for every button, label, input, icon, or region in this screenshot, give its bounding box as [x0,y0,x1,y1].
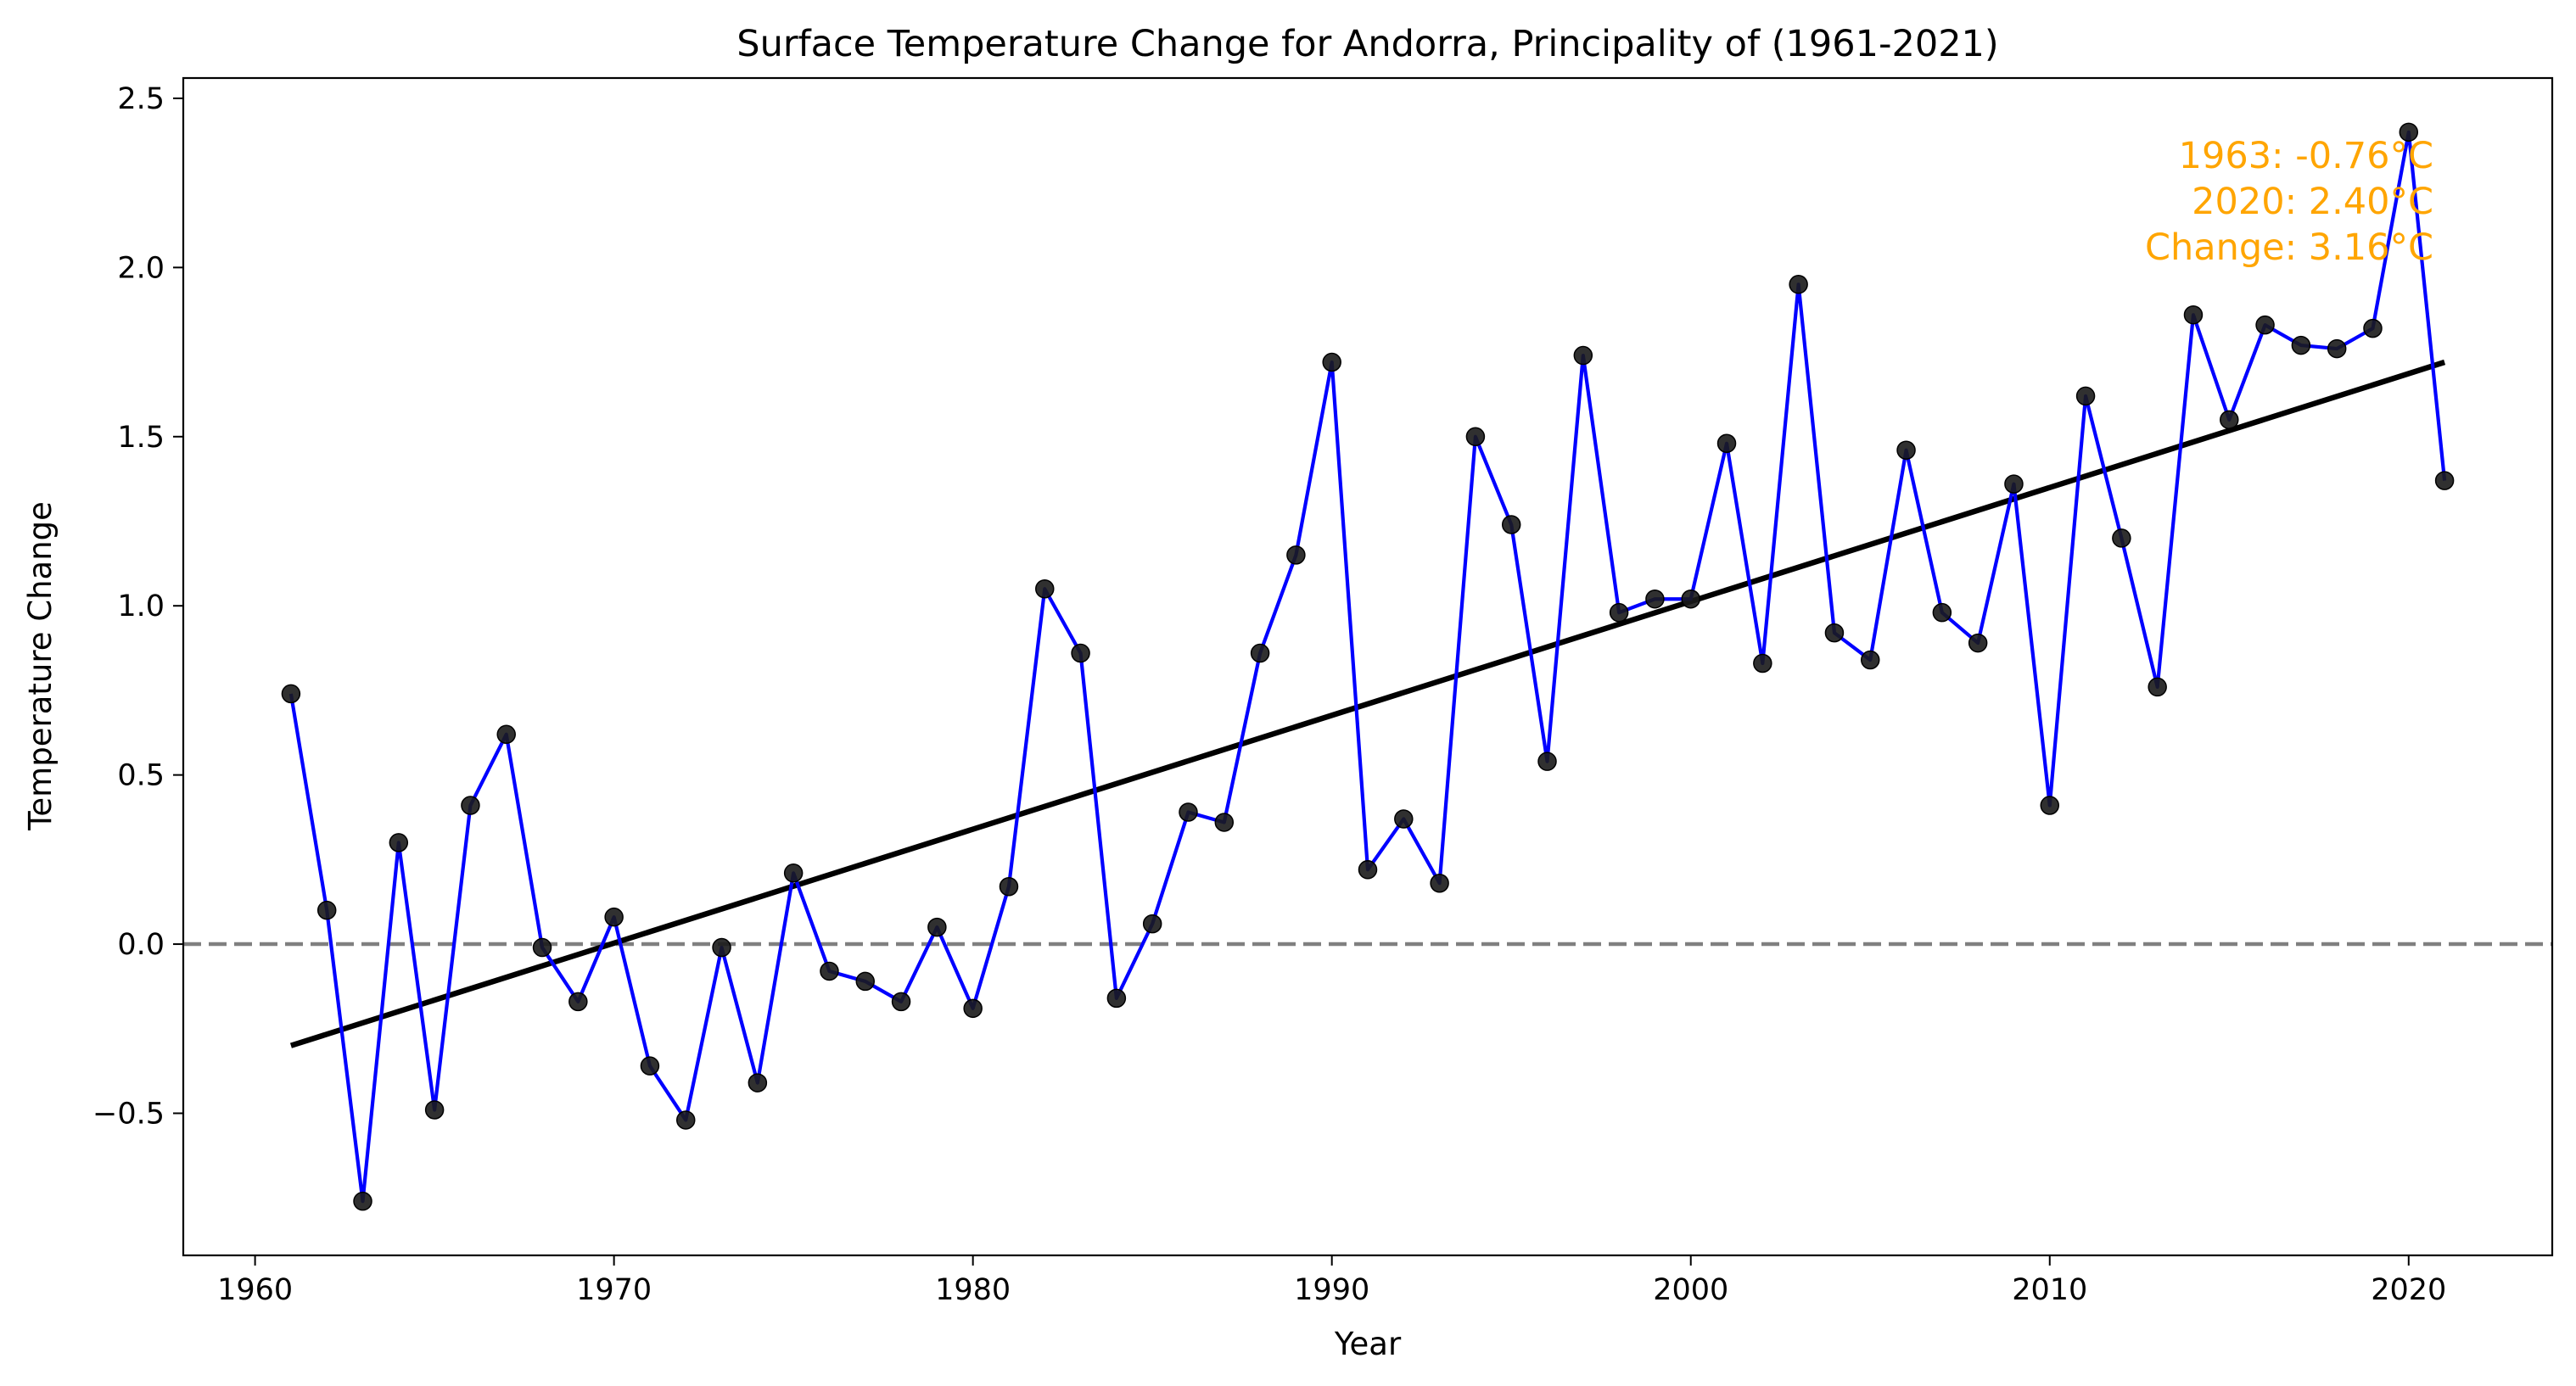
data-point [1071,643,1090,663]
data-point [2363,318,2383,338]
data-point [424,1100,445,1120]
data-point [1286,545,1306,565]
data-point [712,937,731,958]
data-point [1824,623,1845,643]
data-point [2434,471,2455,490]
data-point [1430,874,1449,893]
data-point [1681,589,1700,609]
data-point [1214,813,1235,832]
data-point [1753,653,1772,673]
data-point [568,992,588,1012]
data-point [532,937,552,958]
data-point [891,992,911,1012]
data-point [1465,427,1486,447]
data-point [2040,796,2060,815]
data-point [963,998,983,1019]
annotation-line: 1963: -0.76°C [2179,135,2433,177]
y-tick-label: 1.0 [117,590,165,623]
x-tick-label: 1970 [576,1273,652,1307]
y-tick-label: 2.0 [117,251,165,285]
data-point [2220,410,2239,430]
data-point [1573,345,1593,366]
plot-area [183,122,2552,1211]
data-point [1035,579,1055,599]
data-point [1968,633,1988,653]
data-point [1609,602,1629,623]
y-axis: −0.5 0.0 0.5 1.0 1.5 2.0 2.5 [92,82,183,1131]
data-point [1106,988,1127,1009]
data-point [2399,122,2419,143]
chart-title: Surface Temperature Change for Andorra, … [736,23,1998,65]
data-point [855,971,876,992]
x-tick-label: 1990 [1294,1273,1369,1307]
x-axis-title: Year [1334,1326,1402,1362]
data-point [1358,860,1378,880]
y-tick-label: 0.5 [117,759,165,793]
data-point [927,917,947,937]
data-point [2291,335,2311,355]
annotation-box: 1963: -0.76°C 2020: 2.40°C Change: 3.16°… [2145,135,2433,269]
data-point [999,877,1019,897]
annotation-line: 2020: 2.40°C [2192,181,2433,223]
data-point [1645,589,1665,609]
data-point [2112,528,2131,548]
data-point [461,796,480,815]
data-point [1896,440,1916,460]
data-point [316,900,337,920]
data-point [1250,643,1270,663]
data-point [1394,809,1414,829]
data-point [496,724,516,745]
data-point [1716,433,1737,454]
data-point [1932,602,1952,623]
y-tick-label: 2.5 [117,82,165,116]
data-point [783,863,804,883]
x-tick-label: 1980 [935,1273,1011,1307]
x-axis: 1960 1970 1980 1990 2000 2010 2020 [217,1255,2446,1307]
data-point [1789,275,1808,294]
data-point [2255,315,2275,335]
x-tick-label: 1960 [217,1273,293,1307]
data-point [1537,752,1557,771]
y-tick-label: −0.5 [92,1097,165,1131]
data-point [604,907,624,927]
data-point [1860,650,1880,670]
y-tick-label: 0.0 [117,928,165,962]
y-axis-title: Temperature Change [22,501,59,831]
x-tick-label: 2020 [2371,1273,2446,1307]
data-point [2327,338,2347,359]
data-point [389,833,409,852]
annotation-line: Change: 3.16°C [2145,226,2433,269]
data-point [640,1056,660,1076]
data-point [353,1191,372,1211]
data-point [675,1110,696,1130]
y-tick-label: 1.5 [117,421,165,455]
data-point [2148,677,2167,697]
data-point [2004,474,2024,494]
trend-line [289,359,2446,1048]
data-point [1322,352,1341,372]
data-point [1501,515,1521,534]
x-tick-label: 2010 [2012,1273,2087,1307]
data-point [1142,914,1162,934]
data-point [1179,802,1198,822]
data-point [2183,305,2204,325]
x-tick-label: 2000 [1653,1273,1728,1307]
data-point [2075,386,2096,406]
plot-frame [182,76,2554,1257]
data-point [748,1073,768,1093]
data-point [820,961,839,981]
data-point [281,684,301,704]
